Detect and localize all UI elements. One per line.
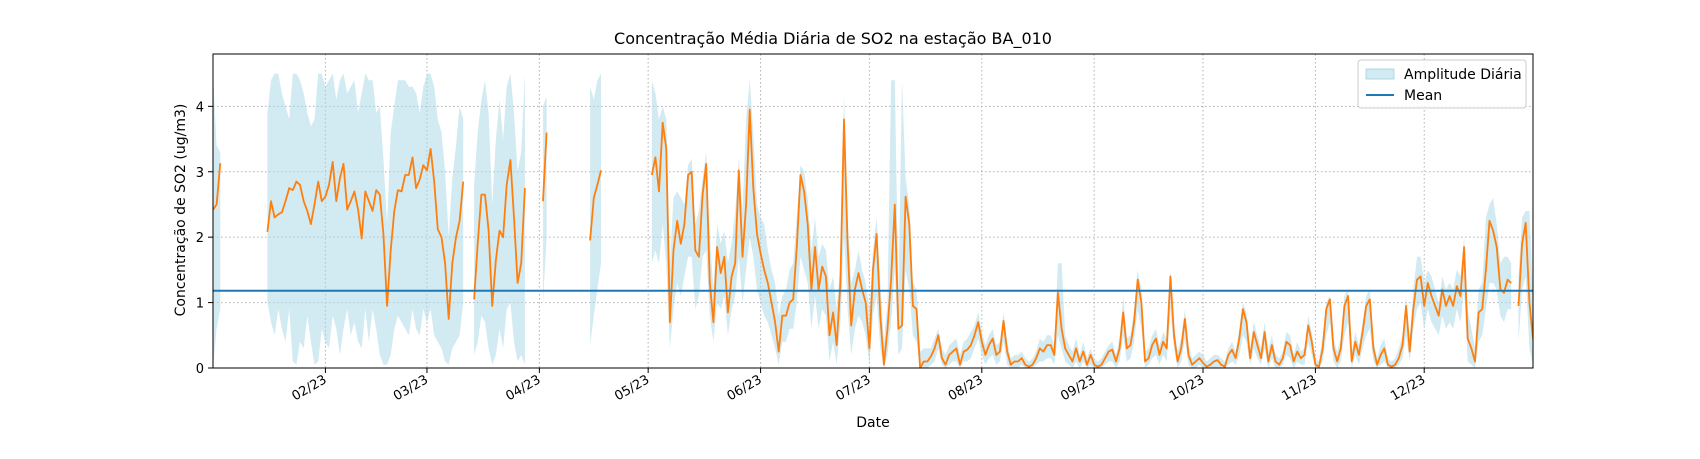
- so2-daily-line-segment: [542, 132, 548, 202]
- so2-daily-line-segment: [650, 108, 1512, 368]
- y-tick-label: 0: [196, 362, 204, 377]
- amplitude-band-segment: [590, 73, 601, 346]
- so2-daily-line-segment: [213, 163, 222, 211]
- legend-band-label: Amplitude Diária: [1404, 67, 1522, 83]
- y-tick-label: 4: [196, 100, 204, 115]
- plot-frame: [212, 53, 1534, 369]
- amplitude-band: [213, 73, 1533, 368]
- y-tick-label: 1: [196, 297, 204, 312]
- y-tick-label: 2: [196, 231, 204, 246]
- y-tick-label: 3: [196, 166, 204, 181]
- amplitude-band-segment: [267, 73, 464, 365]
- chart-title: Concentração Média Diária de SO2 na esta…: [614, 29, 1052, 49]
- so2-daily-line-segment: [473, 159, 526, 307]
- x-axis-label: Date: [856, 415, 889, 431]
- y-axis-label: Concentração de SO2 (ug/m3): [173, 104, 189, 317]
- amplitude-band-segment: [651, 80, 1512, 368]
- legend-band-swatch: [1365, 68, 1395, 80]
- legend-box: [1357, 59, 1527, 109]
- series-lines: [213, 108, 1533, 368]
- so2-daily-line-segment: [589, 170, 602, 241]
- amplitude-band-segment: [474, 73, 525, 365]
- amplitude-band-segment: [213, 73, 221, 368]
- legend-mean-label: Mean: [1404, 88, 1442, 104]
- so2-daily-line-segment: [266, 147, 465, 320]
- legend: Amplitude Diária Mean: [1357, 59, 1527, 109]
- so2-daily-line-segment: [1517, 221, 1533, 340]
